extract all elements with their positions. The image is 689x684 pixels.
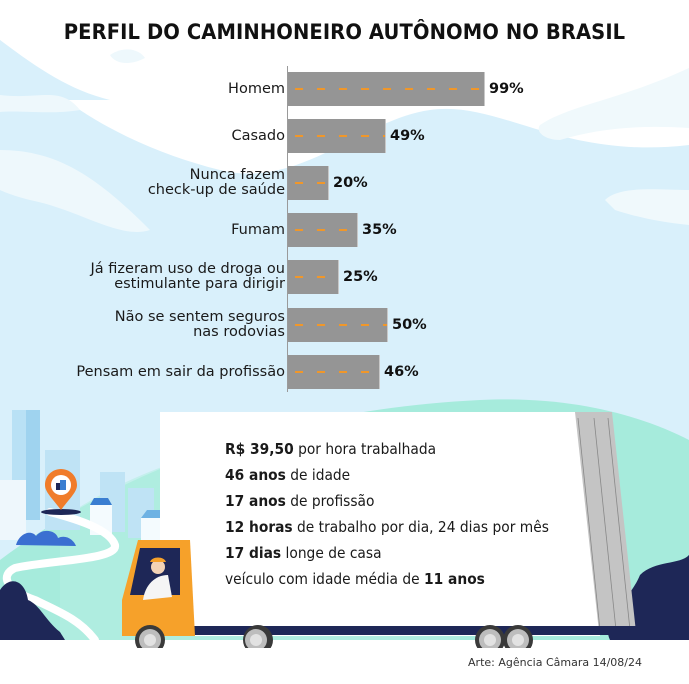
road-dash-line: [288, 229, 357, 231]
road: [2, 508, 119, 644]
stat-vehicle-age: veículo com idade média de 11 anos: [225, 570, 485, 588]
bar-row: Não se sentem seguros nas rodovias 50%: [0, 308, 689, 342]
wheel: [135, 625, 165, 655]
bar-value-label: 46%: [384, 364, 419, 380]
bar-category-label: Fumam: [231, 221, 285, 238]
road-dash-line: [288, 135, 385, 137]
bar-category-label: Homem: [228, 80, 285, 97]
stat-age: 46 anos de idade: [225, 466, 351, 484]
road-dash-line: [288, 371, 379, 373]
road-dash-line: [288, 324, 387, 326]
bar-row: Pensam em sair da profissão 46%: [0, 355, 689, 389]
wheel: [243, 625, 273, 655]
bar-value-label: 25%: [343, 269, 378, 285]
stats-list: R$ 39,50 por hora trabalhada 46 anos de …: [225, 436, 577, 592]
bar-value-label: 20%: [333, 175, 368, 191]
bar-category-label: Pensam em sair da profissão: [76, 363, 285, 380]
bar: [288, 260, 339, 294]
bar-category-label: Casado: [231, 127, 285, 144]
stat-work-hours: 12 horas de trabalho por dia, 24 dias po…: [225, 518, 549, 536]
stat-days-away: 17 dias longe de casa: [225, 544, 382, 562]
cloud-shape: [0, 95, 80, 113]
cloud-shape: [110, 49, 145, 64]
bar: [288, 166, 329, 200]
bar: [288, 213, 358, 247]
stat-hourly-rate: R$ 39,50 por hora trabalhada: [225, 440, 437, 458]
road-dash-line: [288, 276, 338, 278]
trailer-door: [575, 412, 636, 632]
road-dash-line: [288, 88, 484, 90]
cloud-shape: [0, 150, 150, 233]
cloud-shape: [605, 189, 689, 225]
road-dash-line: [288, 182, 328, 184]
truck-trailer: [160, 412, 600, 636]
y-axis-line: [287, 66, 288, 392]
bar-row: Nunca fazem check-up de saúde 20%: [0, 166, 689, 200]
bar: [288, 119, 386, 153]
bar: [288, 355, 380, 389]
bar: [288, 72, 485, 106]
stat-years-profession: 17 anos de profissão: [225, 492, 375, 510]
bar-value-label: 99%: [489, 81, 524, 97]
building: [0, 480, 26, 540]
bar-value-label: 35%: [362, 222, 397, 238]
bar-category-label: Não se sentem seguros nas rodovias: [114, 309, 285, 340]
bar-row: Homem 99%: [0, 72, 689, 106]
cloud-shape: [538, 68, 689, 140]
credit-text: Arte: Agência Câmara 14/08/24: [468, 656, 642, 669]
bar-value-label: 49%: [390, 128, 425, 144]
bush: [16, 530, 76, 546]
bar-row: Casado 49%: [0, 119, 689, 153]
chart-title: PERFIL DO CAMINHONEIRO AUTÔNOMO NO BRASI…: [63, 20, 626, 44]
bush-dark: [0, 581, 65, 640]
bar-category-label: Já fizeram uso de droga ou estimulante pa…: [90, 261, 285, 292]
bar-value-label: 50%: [392, 317, 427, 333]
bar-category-label: Nunca fazem check-up de saúde: [147, 167, 285, 198]
bar-row: Fumam 35%: [0, 213, 689, 247]
bar: [288, 308, 388, 342]
bar-row: Já fizeram uso de droga ou estimulante pa…: [0, 260, 689, 294]
wheel: [475, 625, 533, 655]
truck-chassis: [130, 626, 640, 635]
